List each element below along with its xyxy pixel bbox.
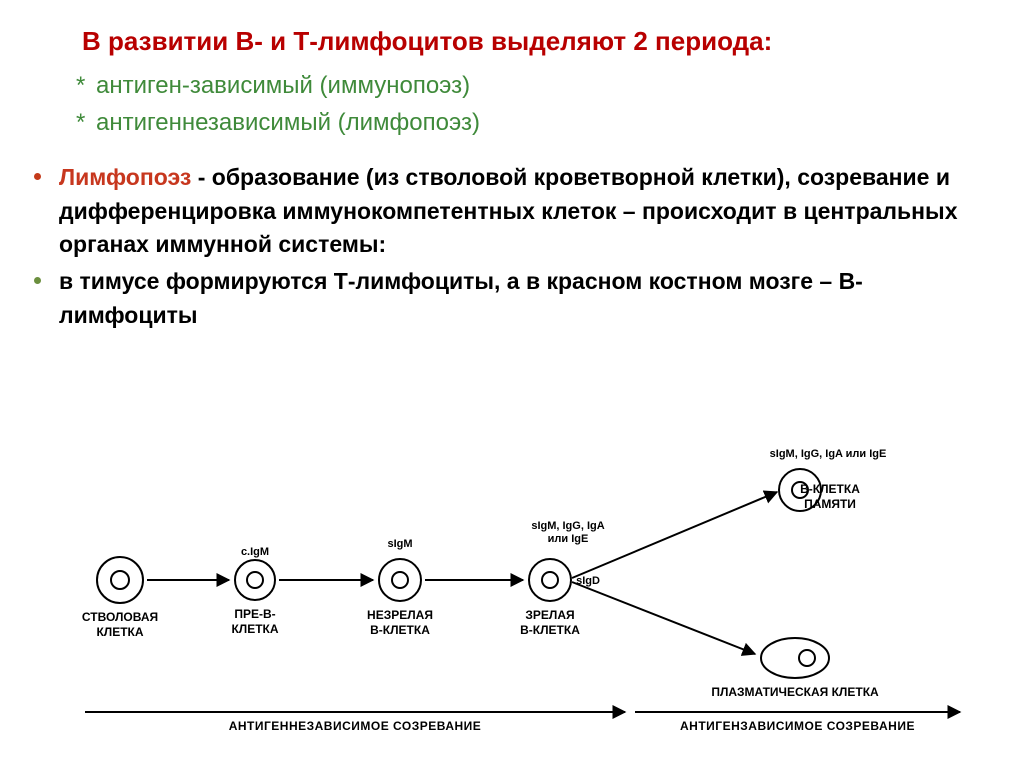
bullet-text: в тимусе формируются Т-лимфоциты, а в кр… (59, 265, 964, 332)
svg-text:АНТИГЕННЕЗАВИСИМОЕ СОЗРЕВАНИЕ: АНТИГЕННЕЗАВИСИМОЕ СОЗРЕВАНИЕ (229, 719, 482, 733)
svg-text:АНТИГЕНЗАВИСИМОЕ СОЗРЕВАНИЕ: АНТИГЕНЗАВИСИМОЕ СОЗРЕВАНИЕ (680, 719, 915, 733)
svg-text:sIgD: sIgD (576, 575, 600, 587)
svg-text:СТВОЛОВАЯ: СТВОЛОВАЯ (82, 610, 158, 624)
svg-text:sIgM, IgG, IgA: sIgM, IgG, IgA (531, 520, 604, 532)
svg-text:sIgM, IgG, IgA или IgE: sIgM, IgG, IgA или IgE (770, 448, 887, 460)
svg-text:ЗРЕЛАЯ: ЗРЕЛАЯ (525, 608, 574, 622)
sub-item-1: антиген-зависимый (иммунопоэз) (76, 67, 1024, 104)
svg-text:В-КЛЕТКА: В-КЛЕТКА (520, 623, 580, 637)
sub-item-2: антигеннезависимый (лимфопоэз) (76, 104, 1024, 141)
svg-text:sIgM: sIgM (387, 538, 412, 550)
bullet-list: Лимфопоэз - образование (из стволовой кр… (0, 141, 1024, 332)
bullet-dot-icon (34, 173, 41, 180)
bullet-row: в тимусе формируются Т-лимфоциты, а в кр… (20, 265, 964, 332)
svg-text:В-КЛЕТКА: В-КЛЕТКА (800, 482, 860, 496)
svg-text:НЕЗРЕЛАЯ: НЕЗРЕЛАЯ (367, 608, 433, 622)
svg-text:ПРЕ-В-: ПРЕ-В- (234, 607, 275, 621)
lymphopoiesis-diagram: СТВОЛОВАЯКЛЕТКАПРЕ-В-КЛЕТКАc.IgMНЕЗРЕЛАЯ… (50, 430, 980, 740)
bullet-body: в тимусе формируются Т-лимфоциты, а в кр… (59, 268, 863, 327)
page-title: В развитии В- и Т-лимфоцитов выделяют 2 … (0, 0, 1024, 65)
svg-text:ПЛАЗМАТИЧЕСКАЯ КЛЕТКА: ПЛАЗМАТИЧЕСКАЯ КЛЕТКА (711, 685, 879, 699)
svg-text:КЛЕТКА: КЛЕТКА (231, 622, 278, 636)
svg-text:В-КЛЕТКА: В-КЛЕТКА (370, 623, 430, 637)
svg-text:c.IgM: c.IgM (241, 546, 269, 558)
bullet-text: Лимфопоэз - образование (из стволовой кр… (59, 161, 964, 261)
sub-list: антиген-зависимый (иммунопоэз) антигенне… (0, 65, 1024, 141)
svg-text:ПАМЯТИ: ПАМЯТИ (804, 497, 856, 511)
svg-text:КЛЕТКА: КЛЕТКА (96, 625, 143, 639)
bullet-dot-icon (34, 277, 41, 284)
bullet-term: Лимфопоэз (59, 164, 191, 190)
bullet-body: - образование (из стволовой кроветворной… (59, 164, 957, 257)
svg-text:или IgE: или IgE (548, 533, 589, 545)
bullet-row: Лимфопоэз - образование (из стволовой кр… (20, 161, 964, 261)
